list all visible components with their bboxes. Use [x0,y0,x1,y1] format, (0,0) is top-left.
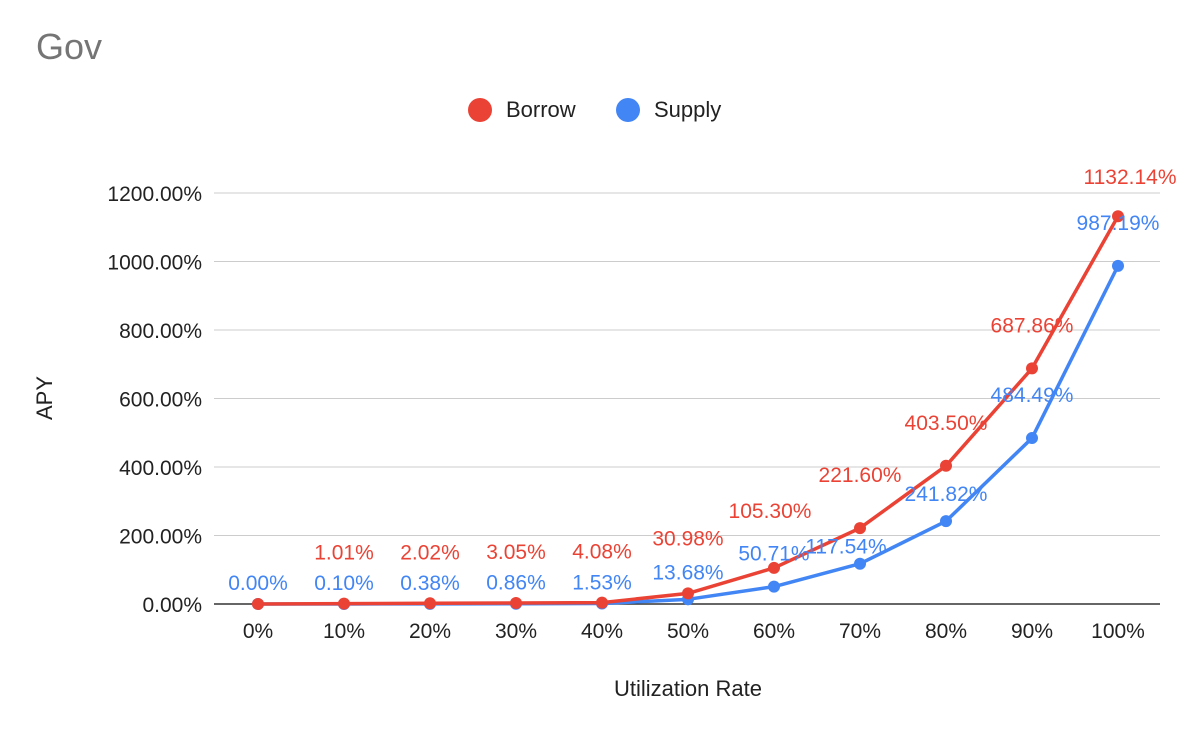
data-labels: 1.01% 2.02% 3.05% 4.08% 30.98% 105.30% 221.60%… [228,166,1176,595]
data-point-borrow [596,596,608,609]
data-point-supply [854,557,866,570]
data-point-borrow [1026,362,1038,375]
data-point-borrow [424,597,436,610]
data-label-borrow: 1.01% [314,542,374,565]
data-label-supply: 0.00% [228,572,288,595]
y-axis-tick-labels: 0.00% 200.00% 400.00% 600.00% 800.00% 1000.00… [107,183,202,617]
data-point-borrow [252,598,264,610]
data-label-supply: 0.10% [314,572,374,595]
data-label-borrow: 3.05% [486,541,546,564]
x-tick-label: 100% [1091,620,1145,643]
data-label-supply: 50.71% [738,543,809,566]
x-tick-label: 60% [753,620,795,643]
x-tick-label: 0% [243,620,273,643]
data-label-supply: 13.68% [652,561,723,584]
x-tick-label: 10% [323,620,365,643]
x-axis-label: Utilization Rate [614,676,762,701]
data-point-borrow [940,459,952,472]
legend-swatch-supply [616,98,640,122]
data-point-borrow [510,596,522,609]
y-axis-label: APY [32,376,57,420]
data-label-supply: 0.38% [400,572,460,595]
data-label-borrow: 687.86% [991,314,1074,337]
chart-legend: Borrow Supply [0,92,1196,128]
legend-label-borrow: Borrow [506,97,576,122]
x-tick-label: 80% [925,620,967,643]
data-point-borrow [1112,210,1124,223]
data-label-borrow: 403.50% [905,412,988,435]
data-point-borrow [854,522,866,535]
legend-swatch-borrow [468,98,492,122]
data-label-borrow: 30.98% [652,527,723,550]
x-tick-label: 50% [667,620,709,643]
data-point-borrow [768,561,780,574]
y-tick-label: 600.00% [119,389,202,412]
data-label-supply: 1.53% [572,571,632,594]
data-point-supply [768,580,780,593]
data-label-supply: 484.49% [991,384,1074,407]
chart-title: Gov [36,26,103,67]
x-axis-tick-labels: 0% 10% 20% 30% 40% 50% 60% 70% 80% 90% 100% [243,620,1145,643]
data-label-supply: 117.54% [805,536,886,559]
data-label-borrow: 1132.14% [1083,166,1176,189]
data-point-borrow [338,597,350,610]
legend-item-supply[interactable]: Supply [616,92,721,128]
data-point-borrow [682,587,694,600]
data-label-supply: 241.82% [905,483,988,506]
data-label-borrow: 2.02% [400,541,460,564]
legend-item-borrow[interactable]: Borrow [468,92,576,128]
data-label-borrow: 221.60% [819,464,902,487]
data-label-borrow: 105.30% [729,500,812,523]
x-tick-label: 30% [495,620,537,643]
x-tick-label: 20% [409,620,451,643]
x-tick-label: 90% [1011,620,1053,643]
series-line-supply [257,265,1120,606]
x-tick-label: 70% [839,620,881,643]
data-label-borrow: 4.08% [572,541,632,564]
y-tick-label: 1000.00% [107,252,202,275]
y-tick-label: 1200.00% [107,183,202,206]
y-tick-label: 200.00% [119,526,202,549]
x-tick-label: 40% [581,620,623,643]
y-tick-label: 0.00% [142,594,202,617]
data-point-supply [1112,259,1124,272]
y-tick-label: 800.00% [119,320,202,343]
data-label-supply: 987.19% [1077,212,1160,235]
data-point-supply [940,515,952,528]
data-point-supply [1026,432,1038,445]
series-lines [252,210,1124,610]
y-tick-label: 400.00% [119,457,202,480]
data-label-supply: 0.86% [486,572,546,595]
legend-label-supply: Supply [654,97,722,122]
